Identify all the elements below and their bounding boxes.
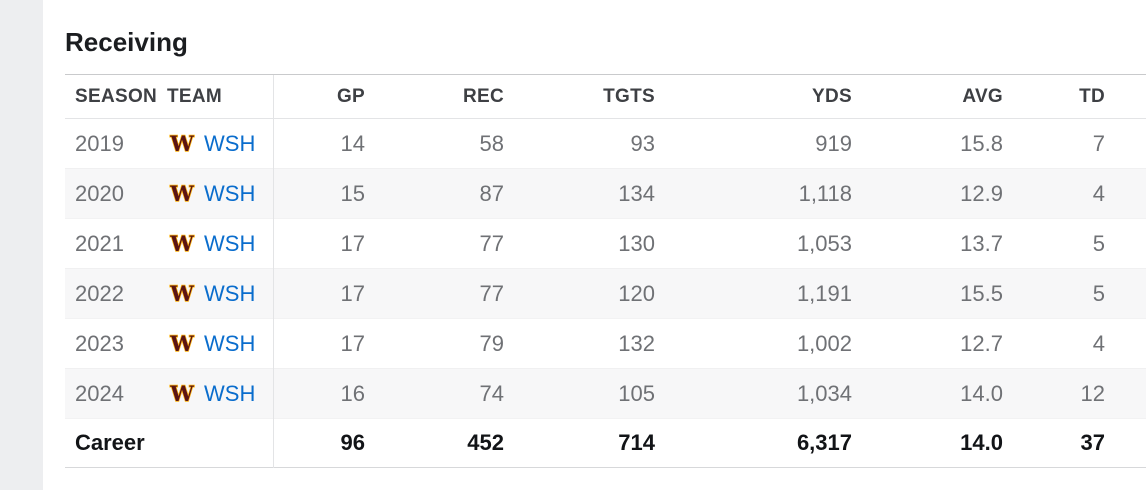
td-cell: 5 (1092, 230, 1105, 256)
column-header-avg: AVG (962, 85, 1003, 107)
avg-cell: 14.0 (960, 380, 1003, 406)
career-totals-row: Career 96 452 714 6,317 14.0 37 (65, 419, 1146, 468)
team-link[interactable]: WSH (204, 180, 256, 206)
commanders-logo-icon: W (167, 182, 197, 206)
team-cell: W WSH (167, 231, 273, 257)
table-header-row: SEASON TEAM GP REC TGTS YDS AVG TD (65, 75, 1146, 119)
tgts-cell: 105 (618, 380, 655, 406)
gp-cell: 16 (340, 380, 365, 406)
commanders-logo-icon: W (167, 232, 197, 256)
td-cell: 4 (1092, 180, 1105, 206)
avg-cell: 13.7 (960, 230, 1003, 256)
svg-text:W: W (169, 383, 194, 405)
career-avg-cell: 14.0 (960, 430, 1003, 455)
gp-cell: 17 (340, 230, 365, 256)
season-row-2022: 2022 W WSH 17 77 120 1,191 15.5 5 (65, 269, 1146, 319)
tgts-cell: 132 (618, 330, 655, 356)
tgts-cell: 134 (618, 180, 655, 206)
rec-cell: 79 (479, 330, 504, 356)
avg-cell: 15.5 (960, 280, 1003, 306)
column-header-tgts: TGTS (603, 85, 655, 107)
tgts-cell: 93 (630, 130, 655, 156)
season-row-2021: 2021 W WSH 17 77 130 1,053 13.7 5 (65, 219, 1146, 269)
career-td-cell: 37 (1080, 430, 1105, 455)
td-cell: 12 (1080, 380, 1105, 406)
rec-cell: 87 (479, 180, 504, 206)
career-rec-cell: 452 (467, 430, 504, 455)
gp-cell: 15 (340, 180, 365, 206)
season-cell: 2021 (75, 230, 124, 256)
gp-cell: 14 (340, 130, 365, 156)
team-link[interactable]: WSH (204, 280, 256, 306)
team-link[interactable]: WSH (204, 230, 256, 256)
season-row-2023: 2023 W WSH 17 79 132 1,002 12.7 4 (65, 319, 1146, 369)
season-cell: 2022 (75, 280, 124, 306)
yds-cell: 1,002 (796, 330, 852, 356)
column-header-gp: GP (336, 85, 365, 107)
team-link[interactable]: WSH (204, 130, 256, 156)
avg-cell: 15.8 (960, 130, 1003, 156)
season-cell: 2023 (75, 330, 124, 356)
column-header-td: TD (1079, 85, 1105, 107)
commanders-logo-icon: W (167, 282, 197, 306)
team-cell: W WSH (167, 131, 273, 157)
commanders-logo-icon: W (167, 332, 197, 356)
page-gutter (0, 0, 43, 490)
receiving-stats-table: SEASON TEAM GP REC TGTS YDS AVG TD 2019 … (65, 74, 1146, 468)
yds-cell: 1,034 (796, 380, 852, 406)
yds-cell: 919 (815, 130, 852, 156)
team-link[interactable]: WSH (204, 380, 256, 406)
tgts-cell: 120 (618, 280, 655, 306)
career-yds-cell: 6,317 (796, 430, 852, 455)
column-header-team: TEAM (167, 85, 223, 107)
frozen-columns-divider (273, 75, 274, 468)
season-cell: 2024 (75, 380, 124, 406)
svg-text:W: W (169, 283, 194, 305)
column-header-season: SEASON (75, 85, 158, 107)
column-header-rec: REC (462, 85, 504, 107)
rec-cell: 77 (479, 230, 504, 256)
yds-cell: 1,053 (796, 230, 852, 256)
svg-text:W: W (169, 183, 194, 205)
yds-cell: 1,118 (798, 180, 852, 206)
section-title: Receiving (65, 27, 188, 57)
svg-text:W: W (169, 333, 194, 355)
rec-cell: 58 (479, 130, 504, 156)
team-cell: W WSH (167, 281, 273, 307)
season-cell: 2019 (75, 130, 124, 156)
td-cell: 4 (1092, 330, 1105, 356)
commanders-logo-icon: W (167, 382, 197, 406)
receiving-section: Receiving SEASON TEAM GP REC TGTS YDS AV… (65, 0, 1146, 468)
career-tgts-cell: 714 (618, 430, 655, 455)
season-row-2020: 2020 W WSH 15 87 134 1,118 12.9 4 (65, 169, 1146, 219)
svg-text:W: W (169, 233, 194, 255)
column-header-yds: YDS (812, 85, 852, 107)
career-gp-cell: 96 (340, 430, 365, 455)
season-cell: 2020 (75, 180, 124, 206)
td-cell: 5 (1092, 280, 1105, 306)
career-label: Career (75, 430, 145, 455)
season-row-2024: 2024 W WSH 16 74 105 1,034 14.0 12 (65, 369, 1146, 419)
commanders-logo-icon: W (167, 132, 197, 156)
td-cell: 7 (1092, 130, 1105, 156)
avg-cell: 12.9 (960, 180, 1003, 206)
gp-cell: 17 (340, 280, 365, 306)
team-link[interactable]: WSH (204, 330, 256, 356)
team-cell: W WSH (167, 381, 273, 407)
yds-cell: 1,191 (796, 280, 852, 306)
tgts-cell: 130 (618, 230, 655, 256)
team-cell: W WSH (167, 181, 273, 207)
svg-text:W: W (169, 133, 194, 155)
gp-cell: 17 (340, 330, 365, 356)
avg-cell: 12.7 (960, 330, 1003, 356)
rec-cell: 74 (479, 380, 504, 406)
season-row-2019: 2019 W WSH 14 58 93 919 15.8 7 (65, 119, 1146, 169)
rec-cell: 77 (479, 280, 504, 306)
team-cell: W WSH (167, 331, 273, 357)
